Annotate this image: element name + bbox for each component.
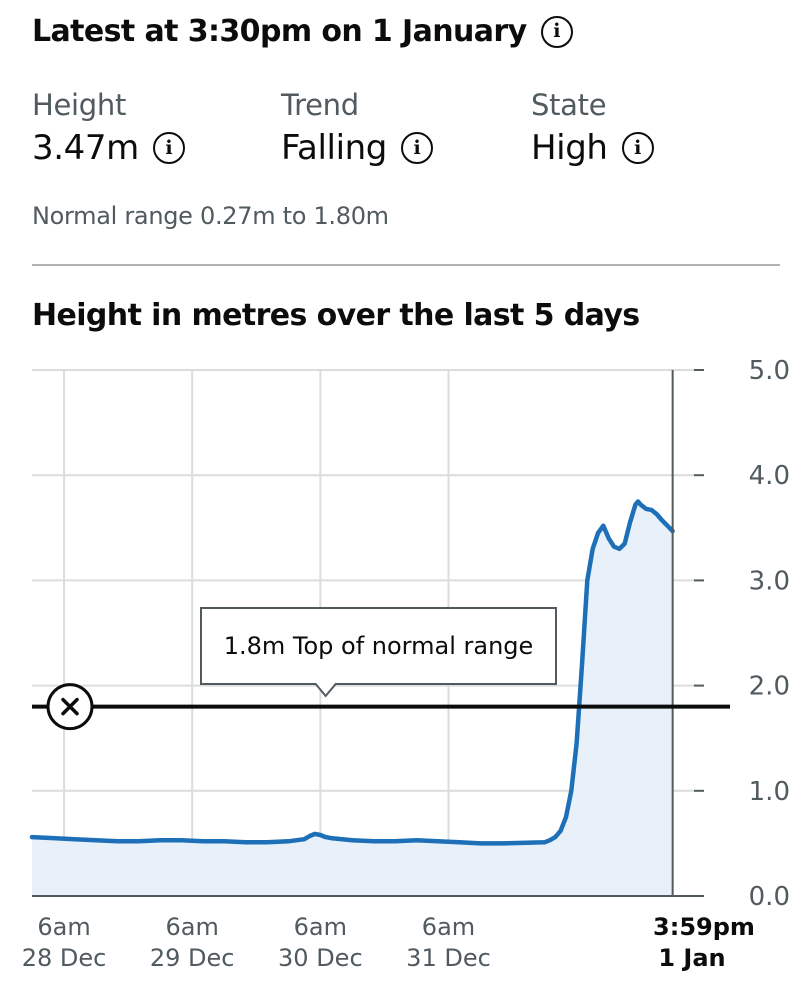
close-icon[interactable] xyxy=(61,697,79,716)
state-label: State xyxy=(531,88,607,122)
latest-metrics: Height 3.47m i Trend Falling i State Hig… xyxy=(32,88,792,178)
info-icon[interactable]: i xyxy=(400,132,433,164)
x-tick-label: 6am xyxy=(422,913,475,941)
current-time-label: 3:59pm xyxy=(653,913,755,941)
height-series-line xyxy=(29,499,675,846)
height-area xyxy=(32,501,673,896)
state-metric: State High i xyxy=(531,88,654,168)
height-label: Height xyxy=(32,88,127,122)
x-tick-label: 6am xyxy=(294,913,347,941)
current-date-label: 1 Jan xyxy=(658,944,725,972)
chart-title: Height in metres over the last 5 days xyxy=(32,298,640,333)
y-tick-label: 3.0 xyxy=(749,566,790,596)
trend-metric: Trend Falling i xyxy=(281,88,433,168)
x-tick-label: 6am xyxy=(37,913,90,941)
x-tick-date-label: 28 Dec xyxy=(22,944,107,972)
height-metric: Height 3.47m i xyxy=(32,88,185,168)
info-icon[interactable]: i xyxy=(621,132,654,164)
info-icon[interactable]: i xyxy=(540,15,573,48)
x-tick-date-label: 29 Dec xyxy=(150,944,235,972)
x-tick-label: 6am xyxy=(166,913,219,941)
trend-value: Falling xyxy=(281,128,387,168)
y-tick-label: 5.0 xyxy=(749,356,790,386)
x-tick-date-label: 30 Dec xyxy=(278,944,363,972)
height-value: 3.47m xyxy=(32,128,139,168)
state-value-row: High i xyxy=(531,128,654,168)
y-tick-label: 2.0 xyxy=(749,672,790,702)
latest-reading-heading: Latest at 3:30pm on 1 January i xyxy=(32,14,573,49)
trend-label: Trend xyxy=(281,88,359,122)
height-value-row: 3.47m i xyxy=(32,128,185,168)
height-chart[interactable]: 0.0 1.0 2.0 3.0 4.0 5.0 6am 28 Dec 6am 29 Dec 6am 3… xyxy=(0,350,812,1000)
trend-value-row: Falling i xyxy=(281,128,433,168)
latest-reading-title: Latest at 3:30pm on 1 January xyxy=(32,14,527,49)
normal-range-text: Normal range 0.27m to 1.80m xyxy=(32,202,389,230)
threshold-label: 1.8m Top of normal range xyxy=(224,632,534,660)
y-tick-label: 1.0 xyxy=(749,777,790,807)
state-value: High xyxy=(531,128,608,168)
threshold-label-box xyxy=(200,607,557,698)
x-tick-date-label: 31 Dec xyxy=(406,944,491,972)
y-tick-label: 4.0 xyxy=(749,461,790,491)
y-tick-label: 0.0 xyxy=(749,882,790,912)
info-icon[interactable]: i xyxy=(152,132,185,164)
section-divider xyxy=(32,264,780,266)
